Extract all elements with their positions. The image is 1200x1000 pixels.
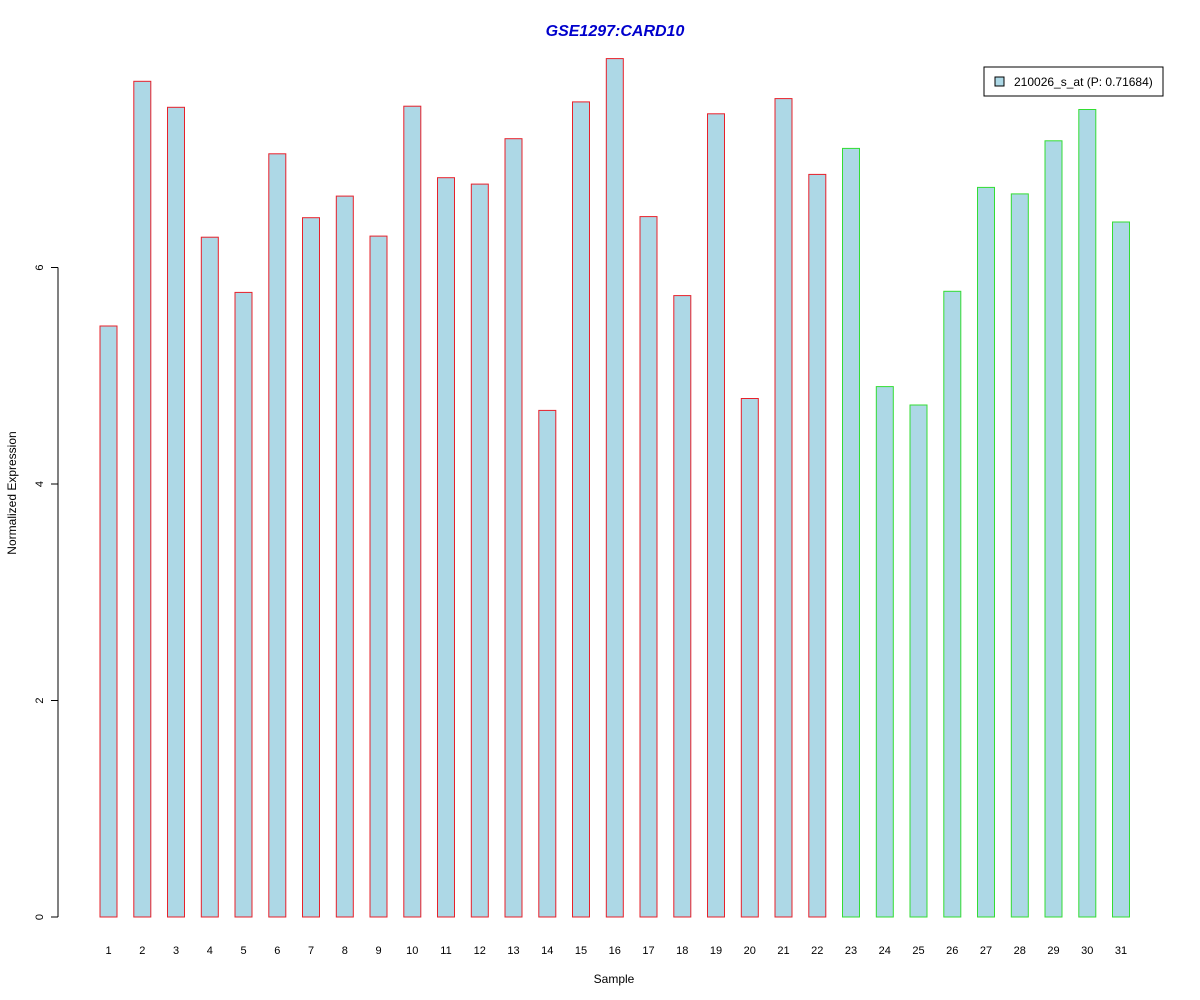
x-tick-label: 13 bbox=[507, 945, 519, 957]
x-tick-label: 11 bbox=[440, 945, 451, 957]
bar-sample-26 bbox=[943, 290, 962, 918]
x-tick-label: 10 bbox=[406, 945, 418, 957]
x-tick-label: 24 bbox=[879, 945, 891, 957]
x-tick-label: 1 bbox=[105, 945, 111, 957]
bar-sample-12 bbox=[470, 183, 489, 918]
x-tick-label: 8 bbox=[342, 945, 348, 957]
legend-box bbox=[983, 66, 1164, 97]
x-tick-label: 31 bbox=[1115, 945, 1127, 957]
bar-sample-31 bbox=[1112, 221, 1130, 918]
x-tick-label: 3 bbox=[173, 945, 179, 957]
x-axis-ticks: 1 2 3 4 5 6 7 8 9 10 11 12 13 14 15 16 17 18 19 20 21 22 23 24 2… bbox=[105, 945, 1127, 957]
x-tick-label: 6 bbox=[274, 945, 280, 957]
x-tick-label: 17 bbox=[642, 945, 654, 957]
bar-sample-5 bbox=[234, 291, 253, 918]
legend-swatch bbox=[994, 76, 1005, 87]
x-tick-label: 18 bbox=[676, 945, 688, 957]
bar-sample-6 bbox=[268, 153, 287, 918]
x-tick-label: 23 bbox=[845, 945, 857, 957]
y-axis-label: Normalized Expression bbox=[5, 431, 19, 554]
bar-sample-9 bbox=[369, 235, 388, 918]
bar-sample-25 bbox=[909, 404, 928, 918]
x-tick-label: 25 bbox=[912, 945, 924, 957]
bar-sample-7 bbox=[302, 217, 320, 918]
x-tick-label: 26 bbox=[946, 945, 958, 957]
bar-sample-28 bbox=[1010, 193, 1029, 918]
x-tick-label: 14 bbox=[541, 945, 553, 957]
x-tick-label: 28 bbox=[1014, 945, 1026, 957]
bar-sample-18 bbox=[673, 295, 692, 918]
bar-sample-16 bbox=[605, 58, 624, 918]
x-tick-label: 9 bbox=[375, 945, 381, 957]
bar-sample-19 bbox=[707, 113, 725, 918]
bar-sample-15 bbox=[572, 101, 590, 918]
bar-sample-1 bbox=[99, 325, 118, 918]
x-tick-label: 27 bbox=[980, 945, 992, 957]
bar-sample-8 bbox=[335, 195, 354, 918]
y-tick-label: 2 bbox=[34, 697, 46, 703]
bar-sample-21 bbox=[774, 98, 793, 918]
bars bbox=[99, 58, 1130, 918]
bar-sample-14 bbox=[538, 409, 557, 918]
x-tick-label: 21 bbox=[777, 945, 789, 957]
y-tick-label: 0 bbox=[34, 914, 46, 920]
legend-label: 210026_s_at (P: 0.71684) bbox=[1014, 75, 1153, 89]
bar-sample-2 bbox=[133, 80, 152, 918]
bar-sample-13 bbox=[504, 138, 523, 918]
bar-sample-10 bbox=[403, 105, 422, 918]
x-tick-label: 2 bbox=[139, 945, 145, 957]
bar-sample-20 bbox=[740, 398, 759, 918]
bar-sample-30 bbox=[1078, 109, 1097, 918]
x-tick-label: 16 bbox=[609, 945, 621, 957]
x-tick-label: 30 bbox=[1081, 945, 1093, 957]
x-tick-label: 20 bbox=[744, 945, 756, 957]
bar-sample-23 bbox=[842, 147, 860, 918]
x-tick-label: 29 bbox=[1047, 945, 1059, 957]
bar-sample-4 bbox=[200, 236, 219, 918]
y-tick-label: 6 bbox=[34, 264, 46, 270]
chart-title: GSE1297:CARD10 bbox=[546, 23, 685, 40]
bar-sample-17 bbox=[639, 216, 658, 918]
bar-sample-24 bbox=[875, 386, 894, 918]
x-tick-label: 7 bbox=[308, 945, 314, 957]
legend: 210026_s_at (P: 0.71684) bbox=[983, 66, 1164, 97]
bar-sample-3 bbox=[167, 106, 185, 918]
x-tick-label: 22 bbox=[811, 945, 823, 957]
bar-sample-22 bbox=[808, 173, 827, 918]
bar-sample-29 bbox=[1044, 140, 1063, 918]
x-tick-label: 15 bbox=[575, 945, 587, 957]
x-tick-label: 12 bbox=[474, 945, 486, 957]
bar-sample-11 bbox=[437, 177, 455, 918]
x-tick-label: 19 bbox=[710, 945, 722, 957]
x-tick-label: 5 bbox=[240, 945, 246, 957]
y-axis: 0 2 4 6 bbox=[34, 264, 59, 920]
y-tick-label: 4 bbox=[34, 481, 46, 487]
x-tick-label: 4 bbox=[207, 945, 213, 957]
bar-sample-27 bbox=[977, 186, 995, 918]
x-axis-label: Sample bbox=[594, 972, 635, 986]
